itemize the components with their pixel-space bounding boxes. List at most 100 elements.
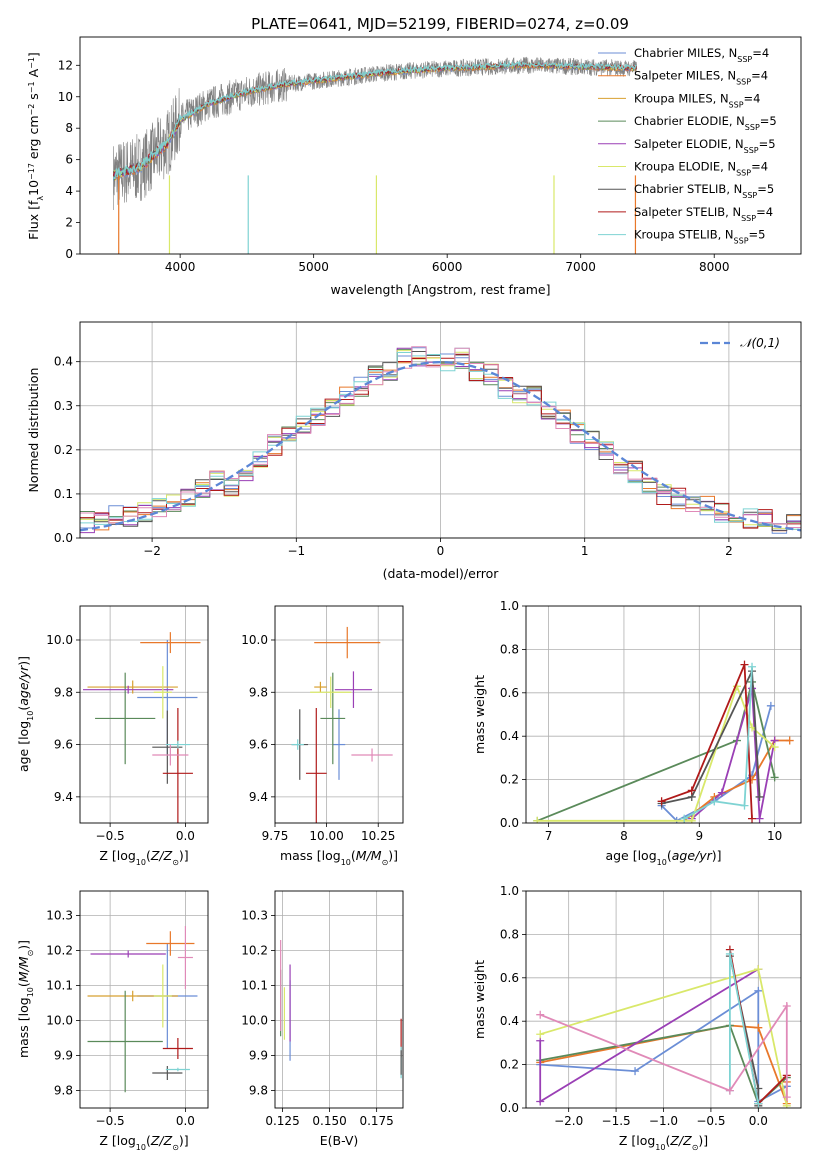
axes-frame [274,890,404,1109]
y-tick-label: 0 [65,247,73,261]
y-tick-label: 0.0 [54,531,73,545]
observed-spectrum [113,56,638,211]
y-tick-label: 9.4 [54,790,73,804]
x-tick-label: −1.0 [649,1114,678,1128]
y-tick-label: 12 [58,58,73,72]
y-tick-label: 0.4 [500,729,519,743]
x-tick-label: 9.75 [262,829,289,843]
weight-marker [740,801,749,810]
weight-marker [631,1067,640,1076]
y-axis-label: age [log10(age/yr)] [16,656,35,772]
axes-frame [79,36,802,255]
axes-frame [525,890,802,1109]
axes-age-vs-mass: 9.75 10.00 10.25 9.4 9.6 9.8 10.0 mass [log10(M… [241,605,404,867]
weight-marker [748,814,757,823]
y-tick-label: 0.2 [500,773,519,787]
y-tick-label: 9.8 [249,1084,268,1098]
x-tick-label: 0.0 [176,1114,195,1128]
x-tick-label: 10.25 [361,829,395,843]
y-tick-label: 10.2 [46,944,73,958]
y-tick-label: 10.0 [241,633,268,647]
plot-area [80,606,208,823]
axes-frame [525,605,802,824]
y-tick-label: 0.3 [54,399,73,413]
x-tick-label: −1 [287,544,305,558]
x-tick-label: 8 [620,829,628,843]
spectrum-legend: Chabrier MILES, NSSP=4 Salpeter MILES, NS… [598,46,777,245]
y-tick-label: 10.2 [241,944,268,958]
y-tick-label: 0.8 [500,927,519,941]
plot-area [526,891,801,1108]
y-tick-label: 10 [58,90,73,104]
axes-spectrum: 4000 5000 6000 7000 8000 0 2 4 6 8 10 12 Chabrier MI… [26,36,802,297]
model-spectrum-chabrier-miles [113,63,637,181]
y-axis-label: mass weight [472,675,487,754]
weight-marker [687,816,696,823]
axes-frame [274,605,404,824]
weight-marker [754,1099,763,1108]
x-axis-label: Z [log10(Z/Z⊙)] [99,1133,188,1152]
weight-marker [770,773,779,782]
x-tick-label: −0.5 [96,829,125,843]
y-tick-label: 9.4 [249,790,268,804]
y-tick-label: 9.8 [54,685,73,699]
axes-weight-vs-age: 7 8 9 10 0.0 0.2 0.4 0.6 0.8 1.0 age [log10(age/yr… [472,599,802,867]
x-axis-label: mass [log10(M/M⊙)] [280,848,398,867]
legend-entry: Chabrier MILES, NSSP=4 [634,46,769,64]
weight-marker [725,949,734,958]
axes-residuals: −2 −1 0 1 2 0.0 0.1 0.2 0.3 0.4 𝒩(0,1) (data-model)… [26,321,802,581]
x-tick-label: 0.0 [749,1114,768,1128]
x-tick-label: −2 [143,544,161,558]
weight-marker [533,816,542,823]
x-tick-label: 2 [725,544,733,558]
legend-entry: Salpeter MILES, NSSP=4 [634,69,768,87]
figure-title: PLATE=0641, MJD=52199, FIBERID=0274, z=0… [251,15,629,33]
y-tick-label: 0.2 [500,1058,519,1072]
legend-entry: Kroupa MILES, NSSP=4 [634,91,760,109]
x-tick-label: 8000 [699,260,730,274]
plot-area [275,891,403,1108]
weight-series [661,667,761,805]
x-tick-label: 1 [581,544,589,558]
x-tick-label: 7 [545,829,553,843]
plot-area [112,56,638,254]
axes-weight-vs-Z: −2.0 −1.5 −1.0 −0.5 0.0 0.0 0.2 0.4 0.6 0.8 1.0 Z [… [472,884,802,1152]
x-tick-label: 5000 [298,260,329,274]
y-tick-label: 10.0 [46,633,73,647]
model-spectrum-salpeter-stelib [113,61,637,178]
histogram-series [80,346,801,528]
x-axis-label: Z [log10(Z/Z⊙)] [99,848,188,867]
plot-area [275,606,403,823]
weight-marker [770,743,779,752]
weight-series [539,968,759,1104]
x-axis-label: E(B-V) [320,1133,359,1148]
model-spectrum-salpeter-miles [113,63,637,181]
weight-series [729,953,760,1104]
weight-marker [754,965,763,974]
x-tick-label: −0.5 [696,1114,725,1128]
y-axis-label: mass weight [472,960,487,1039]
model-spectrum-kroupa-miles [113,63,637,181]
legend-entry: 𝒩(0,1) [740,336,780,350]
y-tick-label: 10.1 [46,979,73,993]
model-spectrum-kroupa-stelib [112,60,637,180]
y-tick-label: 9.6 [54,738,73,752]
legend-entry: Salpeter STELIB, NSSP=4 [634,205,773,223]
x-axis-label: Z [log10(Z/Z⊙)] [619,1133,708,1152]
y-tick-label: 0.8 [500,642,519,656]
y-tick-label: 0.2 [54,443,73,457]
legend-entry: Salpeter ELODIE, NSSP=5 [634,137,776,155]
x-axis-label: age [log10(age/yr)] [605,848,721,867]
y-tick-label: 1.0 [500,884,519,898]
weight-marker [536,1097,545,1106]
model-spectrum-chabrier-stelib [113,61,637,180]
y-axis-label: mass [log10(M/M⊙)] [16,940,35,1058]
y-axis-label: Flux [fλ10−17 erg cm−2 s−1 A−1] [26,52,45,240]
axes-frame [79,321,802,539]
weight-marker [680,814,689,823]
y-tick-label: 0.0 [500,1101,519,1115]
y-tick-label: 10.0 [46,1014,73,1028]
weight-series [683,666,753,820]
